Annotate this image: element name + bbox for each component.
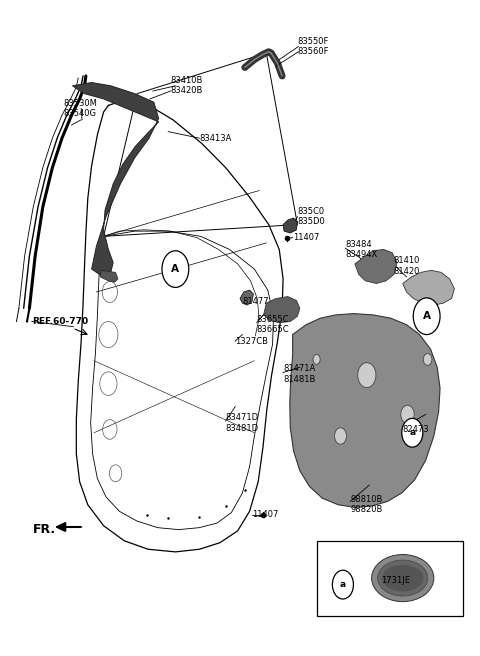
Polygon shape	[100, 270, 118, 282]
Polygon shape	[403, 270, 455, 305]
Text: A: A	[423, 311, 431, 321]
Text: 98810B
98820B: 98810B 98820B	[350, 495, 383, 514]
Text: 83484
83494X: 83484 83494X	[345, 239, 378, 259]
Text: 83471D
83481D: 83471D 83481D	[226, 413, 259, 432]
Ellipse shape	[358, 363, 376, 388]
Circle shape	[402, 419, 423, 447]
Ellipse shape	[383, 565, 423, 591]
Circle shape	[332, 570, 353, 599]
Circle shape	[162, 251, 189, 287]
Polygon shape	[72, 83, 158, 276]
Ellipse shape	[423, 354, 432, 365]
Text: 1327CB: 1327CB	[235, 337, 268, 346]
Text: 81471A
81481B: 81471A 81481B	[283, 364, 315, 384]
Text: 83410B
83420B: 83410B 83420B	[170, 76, 203, 96]
Text: REF.60-770: REF.60-770	[32, 317, 88, 326]
Text: A: A	[171, 264, 180, 274]
Ellipse shape	[372, 554, 434, 602]
Text: 1731JE: 1731JE	[381, 575, 410, 584]
Text: 81410
81420: 81410 81420	[393, 256, 420, 276]
Polygon shape	[264, 297, 300, 323]
Polygon shape	[240, 290, 253, 305]
Circle shape	[413, 298, 440, 335]
Text: 835C0
835D0: 835C0 835D0	[298, 207, 325, 226]
Text: 11407: 11407	[293, 233, 319, 242]
Text: FR.: FR.	[33, 523, 56, 536]
Text: 81477: 81477	[242, 297, 269, 306]
Text: 11407: 11407	[252, 510, 278, 519]
Text: a: a	[409, 428, 415, 438]
Polygon shape	[283, 218, 298, 233]
Text: 83550F
83560F: 83550F 83560F	[298, 37, 329, 56]
Ellipse shape	[401, 405, 414, 424]
Polygon shape	[355, 249, 397, 283]
Ellipse shape	[378, 560, 428, 596]
Text: 83655C
83665C: 83655C 83665C	[257, 315, 289, 335]
Text: a: a	[340, 580, 346, 589]
Polygon shape	[290, 314, 440, 507]
Text: 82473: 82473	[403, 425, 429, 434]
Ellipse shape	[335, 428, 347, 444]
FancyBboxPatch shape	[317, 541, 463, 616]
Ellipse shape	[313, 354, 320, 364]
Text: 83413A: 83413A	[199, 134, 232, 142]
Text: 83530M
83540G: 83530M 83540G	[63, 99, 97, 118]
